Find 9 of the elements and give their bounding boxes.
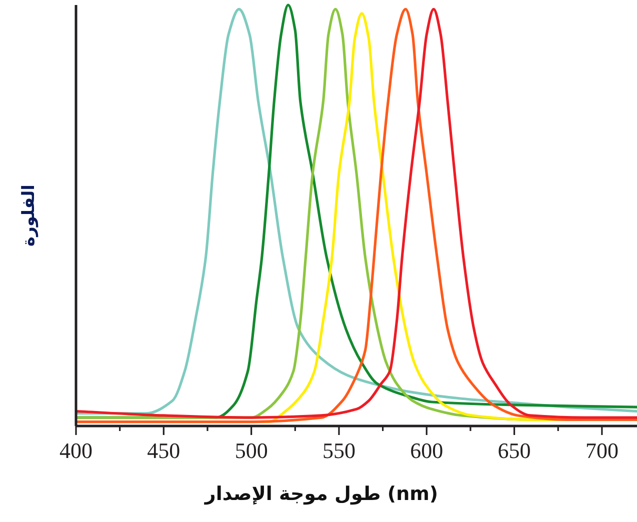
x-tick-label: 700 [585,438,618,463]
x-tick-label: 600 [410,438,444,463]
x-tick-label: 450 [147,438,180,463]
x-tick-label: 550 [322,438,356,463]
x-tick-label: 400 [60,438,92,463]
x-tick-label: 650 [498,438,531,463]
y-axis-title: الفلورة [19,184,39,246]
x-tick-label: 500 [234,438,268,463]
x-axis-title: طول موجة الإصدار (nm) [204,483,438,505]
